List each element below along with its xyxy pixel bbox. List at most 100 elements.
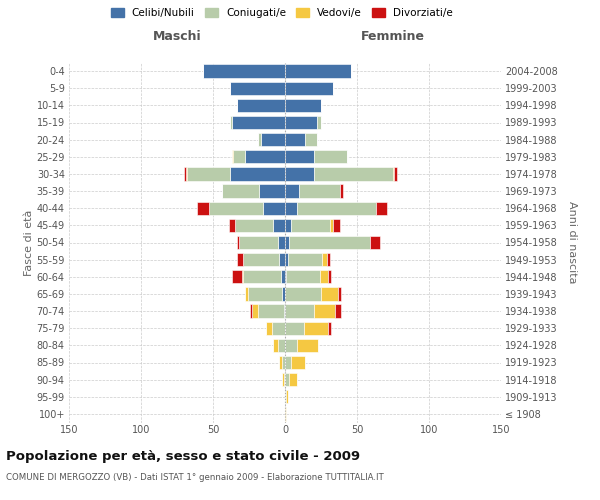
Bar (329, 218, 332, 232)
Bar (285, 373, 289, 386)
Bar (285, 322, 304, 335)
Bar (285, 287, 321, 300)
Bar (314, 167, 393, 180)
Bar (285, 167, 314, 180)
Bar (248, 287, 282, 300)
Bar (328, 322, 331, 335)
Bar (291, 356, 305, 369)
Bar (285, 270, 286, 283)
Bar (291, 218, 329, 232)
Bar (285, 202, 296, 215)
Bar (285, 150, 314, 164)
Bar (284, 373, 285, 386)
Bar (235, 218, 274, 232)
Bar (184, 167, 185, 180)
Bar (243, 270, 281, 283)
Bar (221, 184, 259, 198)
Bar (238, 253, 243, 266)
Bar (243, 253, 279, 266)
Bar (229, 218, 235, 232)
Bar (232, 150, 233, 164)
Bar (282, 373, 284, 386)
Bar (252, 304, 257, 318)
Bar (370, 236, 380, 249)
Bar (317, 116, 321, 129)
Bar (322, 253, 327, 266)
Bar (203, 64, 285, 78)
Bar (321, 287, 338, 300)
Bar (285, 64, 351, 78)
Bar (257, 304, 284, 318)
Y-axis label: Fasce di età: Fasce di età (23, 210, 34, 276)
Bar (282, 287, 285, 300)
Bar (285, 184, 299, 198)
Bar (285, 98, 321, 112)
Text: COMUNE DI MERGOZZO (VB) - Dati ISTAT 1° gennaio 2009 - Elaborazione TUTTITALIA.I: COMUNE DI MERGOZZO (VB) - Dati ISTAT 1° … (6, 472, 384, 482)
Bar (338, 287, 341, 300)
Bar (394, 167, 397, 180)
Text: Popolazione per età, sesso e stato civile - 2009: Popolazione per età, sesso e stato civil… (6, 450, 360, 463)
Text: Maschi: Maschi (152, 30, 202, 43)
Bar (332, 218, 340, 232)
Bar (230, 116, 232, 129)
Legend: Celibi/Nubili, Coniugati/e, Vedovi/e, Divorziati/e: Celibi/Nubili, Coniugati/e, Vedovi/e, Di… (111, 8, 453, 18)
Bar (185, 167, 187, 180)
Bar (299, 184, 340, 198)
Bar (260, 133, 285, 146)
Bar (242, 270, 243, 283)
Bar (296, 202, 376, 215)
Bar (278, 236, 285, 249)
Bar (285, 116, 317, 129)
Bar (278, 338, 285, 352)
Bar (289, 236, 370, 249)
Bar (305, 133, 317, 146)
Bar (376, 202, 387, 215)
Bar (250, 304, 252, 318)
Bar (281, 270, 285, 283)
Bar (335, 304, 341, 318)
Bar (285, 304, 314, 318)
Bar (285, 236, 289, 249)
Bar (296, 338, 318, 352)
Bar (285, 218, 291, 232)
Bar (245, 287, 248, 300)
Bar (285, 356, 291, 369)
Bar (304, 322, 328, 335)
Bar (266, 322, 272, 335)
Bar (259, 184, 285, 198)
Bar (272, 322, 285, 335)
Bar (285, 133, 305, 146)
Bar (284, 304, 285, 318)
Bar (187, 167, 230, 180)
Text: Femmine: Femmine (361, 30, 425, 43)
Bar (314, 150, 347, 164)
Bar (230, 167, 285, 180)
Bar (230, 82, 285, 95)
Bar (328, 270, 331, 283)
Bar (286, 270, 320, 283)
Bar (288, 253, 322, 266)
Bar (263, 202, 285, 215)
Bar (327, 253, 329, 266)
Bar (282, 356, 285, 369)
Bar (232, 116, 285, 129)
Bar (279, 253, 285, 266)
Bar (209, 202, 263, 215)
Bar (320, 270, 328, 283)
Bar (279, 356, 282, 369)
Bar (285, 407, 286, 420)
Bar (393, 167, 394, 180)
Bar (274, 218, 285, 232)
Bar (314, 304, 335, 318)
Bar (285, 338, 296, 352)
Y-axis label: Anni di nascita: Anni di nascita (568, 201, 577, 284)
Bar (285, 253, 288, 266)
Bar (232, 270, 242, 283)
Bar (274, 338, 278, 352)
Bar (233, 150, 245, 164)
Bar (340, 184, 343, 198)
Bar (257, 133, 260, 146)
Bar (239, 236, 278, 249)
Bar (197, 202, 209, 215)
Bar (286, 390, 288, 404)
